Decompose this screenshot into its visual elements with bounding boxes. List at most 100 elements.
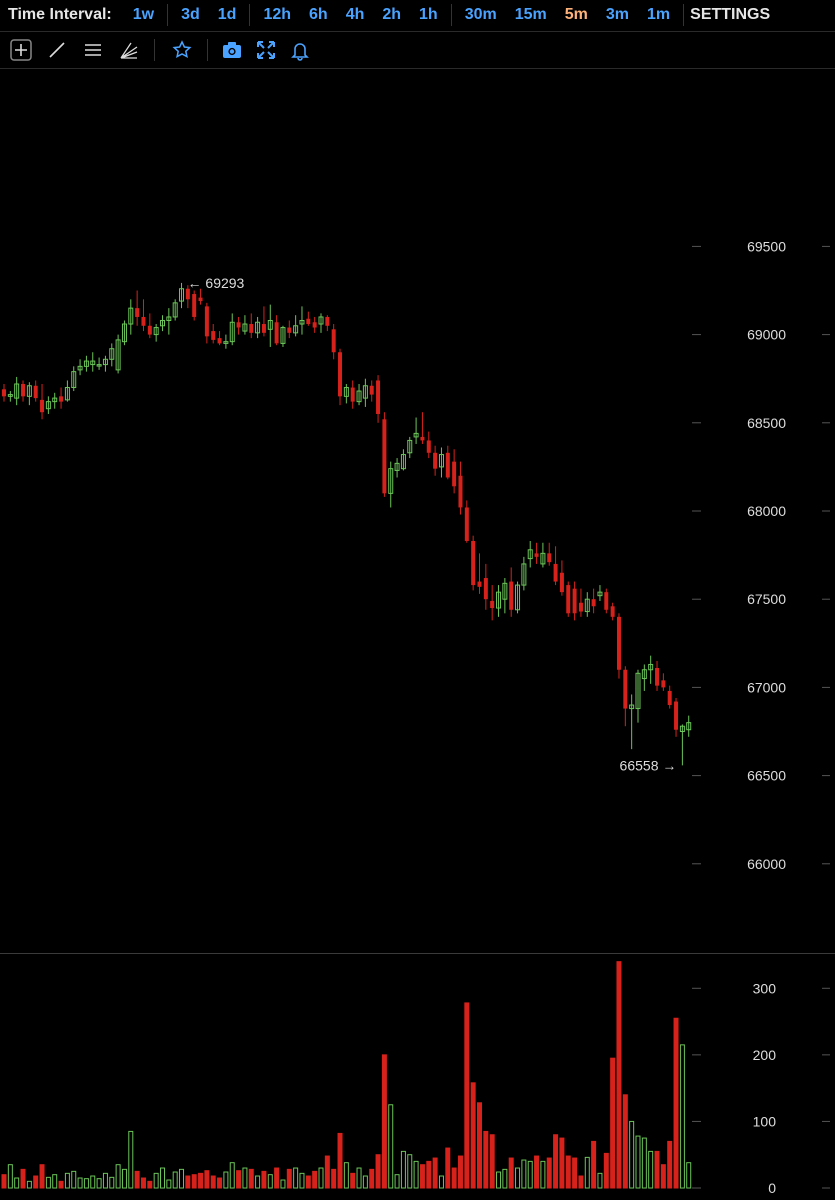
volume-bar [667, 1140, 673, 1189]
candle [616, 613, 621, 679]
volume-bar [521, 1159, 527, 1189]
volume-bar [515, 1167, 521, 1189]
interval-button-1h[interactable]: 1h [419, 6, 438, 23]
candle-body [610, 606, 615, 617]
candle [121, 320, 127, 346]
candle [629, 694, 635, 750]
interval-button-3m[interactable]: 3m [605, 6, 630, 23]
candle-body [299, 319, 305, 325]
candle [45, 396, 51, 414]
candle [179, 282, 185, 309]
fan-tool-button[interactable] [114, 35, 144, 65]
volume-bar [502, 1168, 508, 1189]
candle-body [388, 468, 394, 494]
price-tick-label: 69500 [747, 238, 786, 254]
candle [318, 313, 324, 333]
candle [166, 308, 172, 335]
candle-body [121, 323, 127, 343]
fullscreen-tool-button[interactable] [250, 35, 282, 65]
candle [648, 655, 654, 684]
volume-bar [381, 1054, 387, 1189]
volume-bar [635, 1135, 641, 1189]
volume-bar [540, 1160, 546, 1189]
candle-body [502, 582, 508, 600]
horizontal-lines-tool-button[interactable] [78, 35, 108, 65]
volume-bar [641, 1137, 647, 1189]
candle [185, 285, 190, 309]
candle [362, 378, 368, 407]
candle [527, 540, 533, 568]
candle [578, 588, 583, 617]
trendline-tool-button[interactable] [42, 35, 72, 65]
volume-bar [7, 1164, 13, 1189]
candle-body [616, 616, 621, 670]
candle-body [179, 288, 185, 302]
toolbar-separator [167, 4, 169, 26]
volume-bar [204, 1170, 210, 1189]
candle [433, 445, 438, 476]
interval-button-1d[interactable]: 1d [217, 6, 237, 23]
candle-body [280, 327, 286, 344]
candle [128, 299, 134, 335]
volume-bar [426, 1160, 432, 1189]
fan-icon [120, 42, 138, 59]
candle-body [490, 600, 495, 609]
horizontal-lines-icon [85, 44, 101, 56]
interval-button-4h[interactable]: 4h [345, 6, 365, 23]
bell-tool-button[interactable] [284, 35, 316, 65]
candle-body [261, 324, 266, 333]
volume-bar [356, 1167, 362, 1189]
interval-button-1m[interactable]: 1m [647, 6, 671, 23]
star-tool-button[interactable] [167, 35, 197, 65]
candle-body [2, 389, 6, 397]
volume-bar [343, 1162, 349, 1189]
pane-divider[interactable] [0, 953, 835, 954]
volume-bar [236, 1170, 242, 1189]
volume-bar [394, 1174, 400, 1189]
volume-bar [223, 1171, 229, 1189]
interval-button-1w[interactable]: 1w [132, 6, 155, 23]
bell-icon [291, 43, 309, 61]
candle-body [217, 338, 222, 344]
volume-bar [286, 1168, 292, 1189]
interval-button-5m[interactable]: 5m [564, 6, 588, 23]
interval-button-30m[interactable]: 30m [464, 6, 497, 23]
candle-body [369, 385, 374, 395]
candle-body [211, 331, 216, 340]
volume-bar [64, 1172, 70, 1189]
candle-body [686, 722, 692, 731]
crosshair-tool-button[interactable] [6, 35, 36, 65]
star-icon [172, 40, 192, 59]
interval-button-2h[interactable]: 2h [382, 6, 402, 23]
settings-button[interactable]: SETTINGS [690, 6, 771, 23]
interval-button-6h[interactable]: 6h [309, 6, 328, 23]
candle [521, 556, 527, 591]
candle [641, 664, 647, 691]
candle-body [325, 316, 330, 326]
candle [21, 380, 26, 402]
candle [59, 387, 64, 409]
candle [604, 588, 609, 614]
volume-bar [198, 1172, 204, 1189]
candle [655, 660, 660, 691]
candle-body [71, 371, 77, 389]
interval-button-15m[interactable]: 15m [514, 6, 547, 23]
volume-bar [432, 1157, 438, 1189]
candle [96, 357, 102, 370]
volume-bar [242, 1167, 248, 1189]
candle-body [153, 327, 159, 336]
candle-body [312, 322, 317, 328]
candle [413, 417, 419, 444]
candle [635, 669, 641, 723]
candle [667, 685, 672, 709]
candle-body [413, 432, 419, 438]
camera-tool-button[interactable] [216, 35, 248, 65]
candle [553, 546, 558, 586]
candle [261, 306, 266, 337]
interval-button-3d[interactable]: 3d [181, 6, 200, 23]
candle-body [521, 563, 527, 586]
candle-body [648, 663, 654, 671]
interval-button-12h[interactable]: 12h [263, 6, 292, 23]
volume-bar [457, 1155, 463, 1189]
